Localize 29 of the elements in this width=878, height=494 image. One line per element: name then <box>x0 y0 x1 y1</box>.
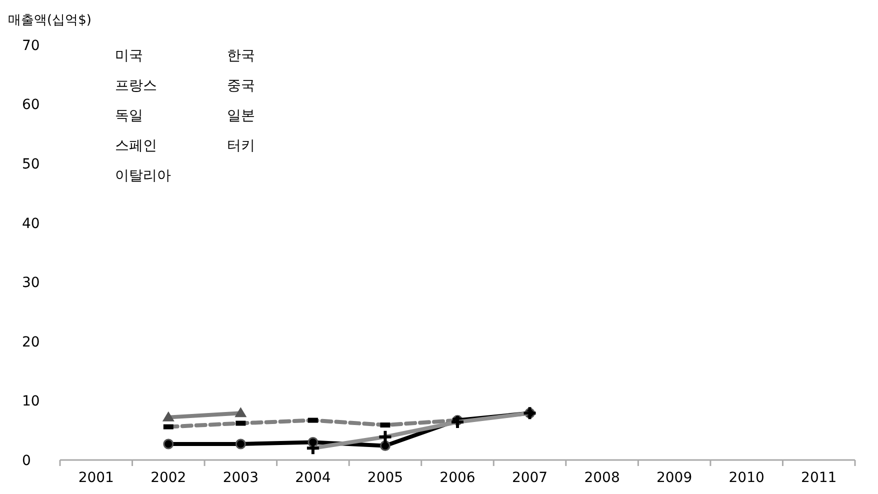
annotation: 스페인 <box>115 138 157 154</box>
annotation: 한국 <box>227 48 255 64</box>
x-tick-label: 2008 <box>584 470 620 486</box>
annotation: 미국 <box>115 48 143 64</box>
y-tick-label: 40 <box>22 216 40 232</box>
x-tick-label: 2010 <box>728 470 764 486</box>
y-tick-label: 30 <box>22 275 40 292</box>
x-tick-label: 2003 <box>222 470 258 486</box>
x-tick-label: 2007 <box>512 470 548 486</box>
x-tick-label: 2006 <box>440 470 476 486</box>
annotation: 중국 <box>227 78 255 94</box>
annotation: 이탈리아 <box>115 168 171 184</box>
x-tick-label: 2002 <box>150 470 186 486</box>
annotation: 프랑스 <box>115 78 157 94</box>
y-tick-label: 10 <box>22 394 40 410</box>
x-tick-label: 2011 <box>801 470 837 486</box>
y-tick-label: 50 <box>22 156 40 172</box>
annotation: 터키 <box>227 138 255 154</box>
y-tick-label: 20 <box>22 334 40 350</box>
x-tick-label: 2009 <box>656 470 692 486</box>
x-tick-label: 2005 <box>367 470 404 486</box>
annotation: 독일 <box>115 108 143 124</box>
y-tick-label: 0 <box>22 452 31 469</box>
x-tick-label: 2004 <box>295 470 331 486</box>
annotation: 일본 <box>227 108 255 124</box>
x-tick-label: 2001 <box>78 470 114 486</box>
y-tick-label: 60 <box>22 97 40 114</box>
y-axis-title: 매출액(십억$) <box>8 13 92 28</box>
y-tick-label: 70 <box>22 38 40 54</box>
